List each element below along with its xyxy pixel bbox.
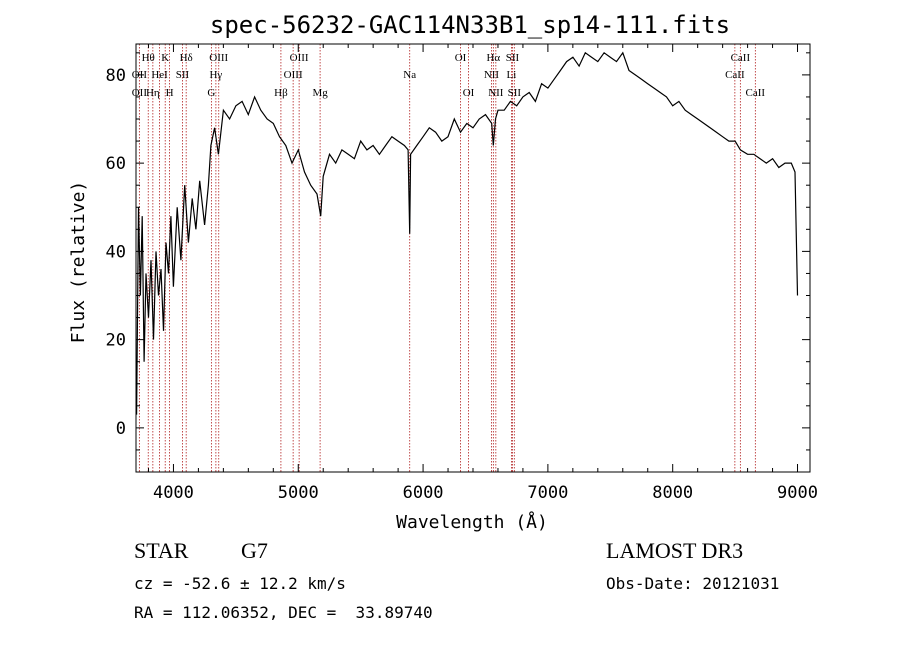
- obs-date-text: Obs-Date: 20121031: [606, 574, 780, 593]
- x-tick-label: 4000: [153, 483, 194, 503]
- spectral-line-label: H: [166, 87, 174, 99]
- spectral-line-label: Mg: [312, 87, 328, 99]
- spectral-line-label: NII: [488, 87, 504, 99]
- object-class: STAR: [134, 538, 189, 563]
- spectral-line-label: CaII: [746, 87, 766, 99]
- spectral-line-label: Hβ: [274, 87, 288, 99]
- y-axis: 0 20 40 60 80: [106, 52, 810, 473]
- spectral-line-label: OIII: [290, 52, 309, 64]
- y-tick-label: 40: [106, 242, 126, 262]
- spectral-line-label: OIII: [209, 52, 228, 64]
- spectral-line-label: G: [207, 87, 215, 99]
- spectral-line-label: OI: [463, 87, 475, 99]
- spectral-line-label: Hη: [146, 87, 160, 99]
- chart-title: spec-56232-GAC114N33B1_sp14-111.fits: [210, 11, 730, 39]
- spectral-line-label: Li: [507, 69, 517, 81]
- spectral-line-label: Hδ: [180, 52, 193, 64]
- x-axis-label: Wavelength (Å): [396, 511, 548, 533]
- spectral-line-label: OI: [455, 52, 467, 64]
- spectral-line-label: Hθ: [142, 52, 155, 64]
- spectral-line-label: Hγ: [209, 69, 222, 81]
- spectral-line-label: CaII: [731, 52, 751, 64]
- spectral-line-label: OIII: [284, 69, 303, 81]
- x-tick-label: 7000: [527, 483, 568, 503]
- y-axis-label: Flux (relative): [68, 181, 89, 344]
- spectral-line-label: CaII: [725, 69, 745, 81]
- spectrum-line: [136, 51, 799, 415]
- spectral-line-label: K: [161, 52, 169, 64]
- y-tick-label: 0: [116, 419, 126, 439]
- spectral-line-label: SII: [506, 52, 520, 64]
- x-tick-label: 6000: [403, 483, 444, 503]
- y-tick-label: 20: [106, 331, 126, 351]
- spectral-line-label: NII: [484, 69, 500, 81]
- y-tick-label: 60: [106, 154, 126, 174]
- spectral-line-label: Hα: [486, 52, 500, 64]
- spectral-line-label: SII: [508, 87, 522, 99]
- object-subclass: G7: [241, 538, 268, 563]
- redshift-text: cz = -52.6 ± 12.2 km/s: [134, 574, 346, 593]
- x-tick-label: 8000: [652, 483, 693, 503]
- spectral-line-label: Na: [403, 69, 416, 81]
- spectral-line-markers: [138, 44, 756, 472]
- x-tick-label: 9000: [777, 483, 818, 503]
- spectral-line-label: HeI: [151, 69, 168, 81]
- x-tick-label: 5000: [278, 483, 319, 503]
- plot-frame: [135, 43, 811, 473]
- x-axis: 4000 5000 6000 7000 8000 9000: [147, 44, 818, 503]
- spectral-line-label: SII: [176, 69, 190, 81]
- survey-name: LAMOST DR3: [606, 538, 744, 563]
- coordinates-text: RA = 112.06352, DEC = 33.89740: [134, 603, 433, 622]
- y-tick-label: 80: [106, 66, 126, 86]
